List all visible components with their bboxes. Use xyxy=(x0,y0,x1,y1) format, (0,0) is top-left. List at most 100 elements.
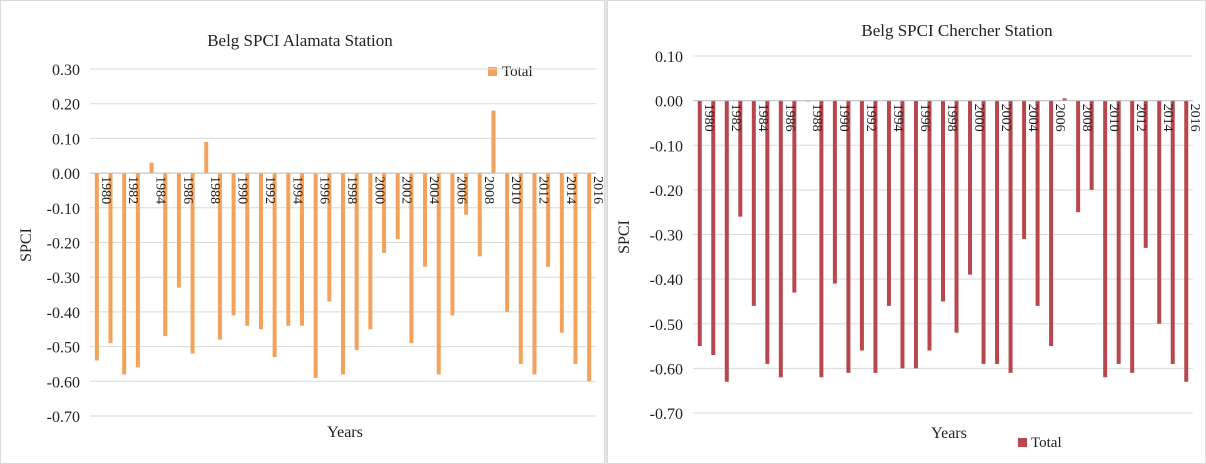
bar-1996 xyxy=(913,100,918,369)
bar-1994 xyxy=(886,100,891,306)
bar-2007 xyxy=(1062,98,1067,101)
bar-1993 xyxy=(272,173,277,358)
y-tick-label: 0.10 xyxy=(52,131,80,148)
bar-2008 xyxy=(1076,100,1081,213)
panel-divider xyxy=(605,0,607,464)
y-tick-label: -0.50 xyxy=(650,317,683,334)
bar-2015 xyxy=(1170,100,1175,364)
legend-swatch xyxy=(1018,438,1027,447)
y-tick-label: -0.20 xyxy=(650,183,683,200)
y-tick-label: 0.20 xyxy=(52,97,80,114)
bar-1994 xyxy=(286,173,291,326)
bar-2014 xyxy=(559,173,564,333)
y-tick-label: -0.60 xyxy=(47,374,80,391)
bar-2001 xyxy=(981,100,986,364)
bar-1991 xyxy=(846,100,851,373)
bar-1996 xyxy=(313,173,318,378)
bar-2001 xyxy=(382,173,387,253)
bar-1992 xyxy=(258,173,263,330)
x-tick-label: 2008 xyxy=(1079,104,1094,132)
bar-1990 xyxy=(231,173,236,316)
bar-1990 xyxy=(832,100,837,284)
x-tick-label: 1992 xyxy=(262,176,277,204)
bar-1991 xyxy=(245,173,250,326)
x-tick-label: 1984 xyxy=(153,176,168,204)
bar-1982 xyxy=(122,173,127,375)
x-tick-label: 2004 xyxy=(1025,104,1040,132)
x-tick-label: 1996 xyxy=(317,176,332,204)
chart-panel-alamata: Belg SPCI Alamata Station Years SPCI Tot… xyxy=(0,0,605,464)
plot-area: 0.10 0.00 -0.10 -0.20 -0.30 -0.40 -0.50 -0.60 -0… xyxy=(650,49,1203,423)
y-tick-label: 0.30 xyxy=(52,62,80,79)
bar-2016 xyxy=(587,173,592,382)
bar-1997 xyxy=(927,100,932,351)
bar-2004 xyxy=(423,173,428,267)
x-tick-label: 2008 xyxy=(481,176,496,204)
chart-title: Belg SPCI Alamata Station xyxy=(207,31,393,50)
x-tick-label: 2000 xyxy=(971,104,986,132)
x-tick-label: 1994 xyxy=(289,176,304,204)
bar-2006 xyxy=(1049,100,1054,347)
x-tick-label: 1998 xyxy=(944,104,959,132)
bar-1998 xyxy=(341,173,345,375)
legend: Total xyxy=(488,64,533,80)
y-tick-label: -0.70 xyxy=(650,406,683,423)
bar-1982 xyxy=(724,100,729,382)
bar-2007 xyxy=(464,173,469,215)
x-tick-label: 2016 xyxy=(1187,104,1202,132)
x-tick-label: 2014 xyxy=(1160,104,1175,132)
bar-1983 xyxy=(135,173,140,368)
bar-2012 xyxy=(1130,100,1135,373)
bar-2010 xyxy=(505,173,510,312)
bar-1999 xyxy=(354,173,359,351)
bar-2004 xyxy=(1022,100,1027,239)
bar-2008 xyxy=(477,173,482,257)
x-tick-label: 1992 xyxy=(863,104,878,132)
bar-1992 xyxy=(859,100,864,351)
y-tick-label: -0.70 xyxy=(47,409,80,426)
x-tick-label: 1986 xyxy=(782,104,797,132)
x-tick-label: 2004 xyxy=(426,176,441,204)
bar-1983 xyxy=(738,100,743,217)
bar-1995 xyxy=(299,173,304,326)
x-tick-label: 2012 xyxy=(1133,104,1148,132)
bar-2005 xyxy=(436,173,441,375)
y-tick-label: -0.40 xyxy=(47,305,80,322)
bar-1985 xyxy=(163,173,168,337)
x-tick-label: 1980 xyxy=(701,104,716,132)
y-tick-label: -0.30 xyxy=(650,228,683,245)
chart-panel-chercher: Belg SPCI Chercher Station Years SPCI To… xyxy=(607,0,1206,464)
bar-2011 xyxy=(518,173,523,364)
plot-area: 0.30 0.20 0.10 0.00 -0.10 -0.20 -0.30 -0.40 -0.5… xyxy=(47,62,605,426)
x-tick-label: 2010 xyxy=(1106,104,1121,132)
bar-1986 xyxy=(778,100,783,378)
bar-2002 xyxy=(995,100,1000,364)
legend: Total xyxy=(1018,435,1062,451)
bar-1989 xyxy=(217,173,222,340)
x-tick-label: 1988 xyxy=(207,176,222,204)
bar-2016 xyxy=(1184,100,1189,382)
x-tick-label: 2016 xyxy=(590,176,605,204)
bar-2010 xyxy=(1103,100,1108,378)
x-tick-label: 1988 xyxy=(809,104,824,132)
x-tick-label: 2006 xyxy=(1052,104,1067,132)
y-tick-label: -0.50 xyxy=(47,340,80,357)
bar-2009 xyxy=(491,110,496,174)
bar-1981 xyxy=(711,100,716,355)
x-tick-label: 2002 xyxy=(399,176,414,204)
bar-1987 xyxy=(792,100,797,293)
bar-2014 xyxy=(1157,100,1162,324)
legend-swatch xyxy=(488,67,497,76)
y-tick-label: 0.00 xyxy=(52,166,80,183)
bar-1986 xyxy=(176,173,181,288)
bar-1998 xyxy=(941,100,945,302)
bar-2015 xyxy=(573,173,578,364)
y-tick-label: -0.20 xyxy=(47,236,80,253)
bar-2011 xyxy=(1116,100,1121,364)
y-axis-label: SPCI xyxy=(616,220,633,254)
chart-title: Belg SPCI Chercher Station xyxy=(861,21,1053,40)
legend-label: Total xyxy=(502,64,533,80)
bar-1981 xyxy=(108,173,113,344)
bar-1980 xyxy=(94,173,99,361)
legend-label: Total xyxy=(1031,435,1062,451)
